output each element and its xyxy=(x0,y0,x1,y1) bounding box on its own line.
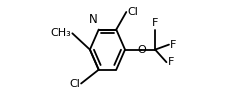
Text: Cl: Cl xyxy=(69,78,79,88)
Text: F: F xyxy=(167,57,173,67)
Text: CH₃: CH₃ xyxy=(50,28,71,38)
Text: Cl: Cl xyxy=(127,7,138,17)
Text: F: F xyxy=(169,40,176,50)
Text: O: O xyxy=(136,45,145,55)
Text: F: F xyxy=(151,18,158,28)
Text: N: N xyxy=(89,13,98,26)
